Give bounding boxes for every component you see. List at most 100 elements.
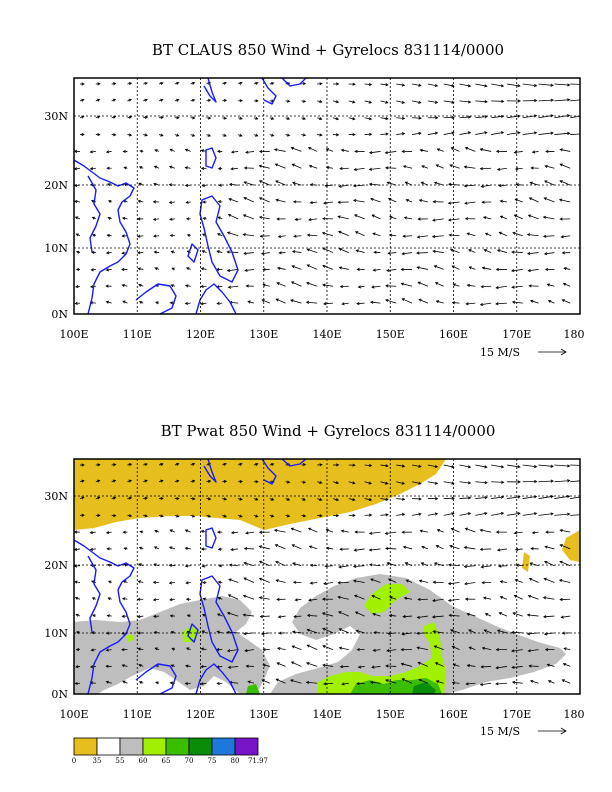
wind-vector	[185, 149, 191, 152]
wind-vector	[432, 615, 444, 618]
wind-vector	[322, 628, 334, 634]
wind-vector	[512, 232, 523, 237]
wind-vector-head	[434, 481, 439, 485]
wind-vector-head	[368, 513, 373, 517]
wind-vector-head	[322, 283, 326, 287]
wind-vector-head	[290, 661, 295, 665]
wind-vector-head	[353, 167, 357, 172]
wind-vector-head	[545, 149, 549, 154]
wind-vector-head	[353, 548, 357, 552]
wind-vector	[459, 464, 471, 468]
wind-vector-head	[528, 664, 532, 668]
wind-vector-head	[368, 548, 373, 552]
wind-vector	[326, 148, 334, 152]
wind-vector-head	[270, 81, 275, 86]
wind-vector-head	[255, 514, 259, 518]
wind-vector-head	[176, 462, 180, 466]
wind-vector-head	[170, 664, 174, 668]
wind-vector	[530, 300, 539, 304]
wind-vector	[388, 252, 397, 254]
y-tick-label: 30N	[44, 110, 68, 123]
wind-vector-head	[335, 463, 340, 467]
wind-vector-head	[499, 596, 504, 599]
wind-vector	[217, 631, 223, 634]
wind-vector	[323, 201, 334, 204]
wind-vector-head	[170, 284, 174, 288]
wind-vector-head	[152, 598, 157, 602]
wind-vector-head	[90, 268, 94, 272]
wind-vector	[448, 218, 460, 221]
wind-vector-head	[401, 132, 406, 136]
wind-vector-head	[547, 680, 552, 684]
wind-vector	[443, 83, 454, 87]
wind-vector	[358, 285, 365, 288]
wind-vector-head	[302, 497, 306, 501]
wind-vector	[450, 629, 460, 634]
wind-vector	[231, 167, 239, 170]
wind-vector-head	[385, 116, 389, 121]
wind-vector	[465, 528, 476, 533]
wind-vector	[443, 464, 454, 468]
wind-vector-head	[242, 613, 246, 617]
wind-vector	[522, 464, 537, 468]
wind-vector-head	[432, 630, 436, 634]
wind-vector-head	[402, 545, 407, 549]
wind-vector	[466, 302, 476, 305]
wind-vector-head	[217, 149, 221, 153]
wind-vector	[385, 679, 397, 684]
wind-vector-head	[170, 630, 174, 634]
wind-vector	[451, 528, 460, 533]
wind-vector-head	[123, 547, 127, 551]
wind-vector-head	[528, 577, 533, 581]
wind-vector-head	[559, 217, 563, 221]
wind-vector-head	[121, 614, 125, 618]
wind-vector-head	[89, 665, 94, 669]
wind-vector-head	[202, 200, 206, 204]
wind-vector	[307, 248, 318, 253]
wind-vector-head	[309, 581, 313, 585]
wind-vector	[389, 216, 397, 220]
wind-vector-head	[306, 233, 311, 237]
wind-vector	[560, 529, 571, 533]
wind-vector	[506, 83, 521, 87]
wind-vector-head	[405, 579, 409, 583]
wind-vector	[480, 529, 492, 533]
wind-vector-head	[277, 234, 282, 239]
wind-vector	[396, 117, 405, 119]
wind-vector-head	[128, 479, 132, 483]
wind-vector	[467, 284, 476, 287]
wind-vector-head	[401, 298, 405, 302]
wind-vector	[484, 249, 492, 253]
wind-vector-head	[464, 217, 469, 221]
wind-vector	[228, 594, 239, 600]
wind-vector-head	[567, 479, 571, 483]
colorbar-label: 75	[208, 757, 217, 765]
wind-vector-head	[354, 149, 358, 153]
wind-vector-head	[200, 302, 204, 306]
wind-vector-head	[243, 196, 247, 200]
wind-vector-head	[112, 479, 117, 483]
x-tick-label: 150E	[376, 328, 405, 341]
wind-vector	[475, 496, 488, 499]
wind-vector-head	[550, 98, 554, 102]
wind-vector-head	[352, 513, 356, 517]
wind-vector-head	[152, 580, 157, 584]
wind-vector	[291, 528, 302, 533]
wind-vector-head	[495, 666, 499, 670]
wind-vector-head	[542, 215, 547, 219]
wind-vector-head	[306, 248, 310, 252]
plot-frame	[73, 458, 581, 695]
wind-vector-head	[451, 496, 455, 500]
wind-vector-head	[202, 580, 206, 585]
wind-vector	[495, 302, 507, 305]
wind-vector-head	[400, 662, 405, 666]
wind-vector	[459, 83, 471, 87]
wind-vector-head	[138, 182, 142, 186]
wind-vector	[243, 214, 255, 220]
wind-vector-head	[276, 217, 280, 221]
wind-vector-head	[447, 563, 452, 567]
wind-vector-head	[169, 233, 174, 238]
wind-vector-head	[270, 514, 275, 518]
wind-vector-head	[107, 216, 111, 220]
wind-vector-head	[369, 300, 374, 304]
